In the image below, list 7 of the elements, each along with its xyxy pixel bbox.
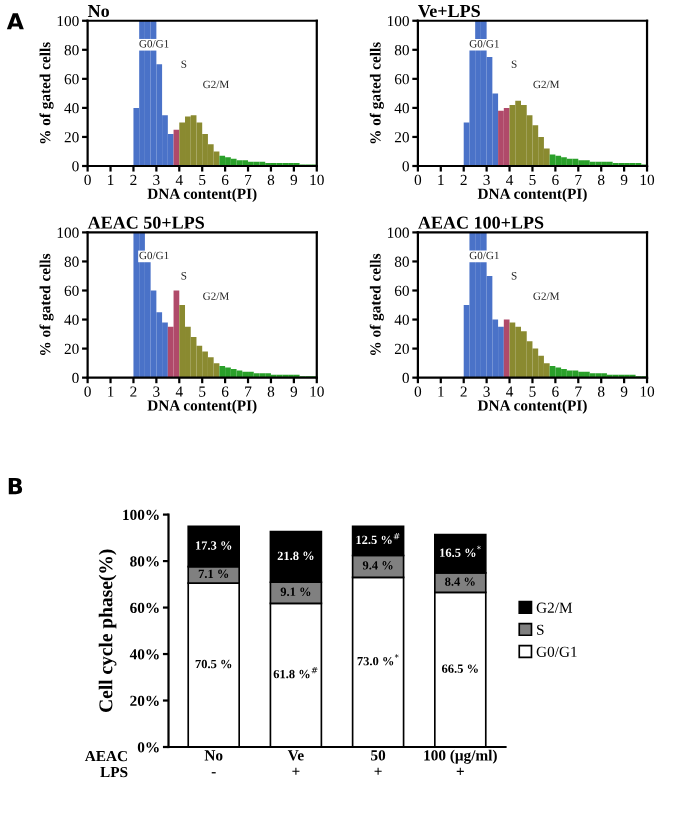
- chart-title: AEAC 50+LPS: [87, 216, 204, 229]
- text: A: [6, 13, 24, 30]
- chart-title: No: [87, 5, 109, 18]
- chart-title: AEAC 100+LPS: [418, 216, 544, 229]
- text: B: [8, 477, 23, 495]
- y-axis-title: Cell cycle phase(%): [98, 549, 117, 712]
- chart-title: Ve+LPS: [418, 4, 480, 18]
